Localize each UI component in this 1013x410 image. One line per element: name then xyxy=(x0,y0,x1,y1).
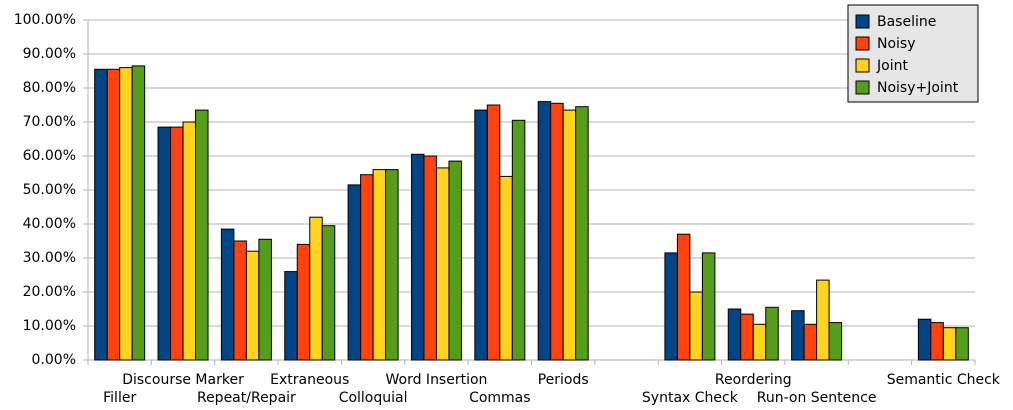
y-tick-label: 70.00% xyxy=(23,114,76,130)
bar xyxy=(955,327,969,361)
bar xyxy=(233,240,247,361)
y-tick-label: 80.00% xyxy=(23,80,76,96)
x-tick-label: Word Insertion xyxy=(386,372,488,388)
bar xyxy=(676,233,691,361)
bar xyxy=(423,155,437,361)
y-tick-label: 0.00% xyxy=(32,352,76,368)
bar xyxy=(258,238,272,361)
bar xyxy=(511,119,526,361)
y-tick-label: 50.00% xyxy=(23,182,76,198)
bar xyxy=(296,243,311,361)
x-tick-label: Commas xyxy=(469,390,531,406)
bar xyxy=(106,68,121,361)
bar xyxy=(550,102,564,361)
bar xyxy=(182,121,197,361)
y-tick-label: 10.00% xyxy=(23,318,76,334)
y-tick-label: 90.00% xyxy=(23,46,76,62)
bar xyxy=(448,160,462,361)
bar xyxy=(740,313,754,361)
bar xyxy=(131,65,146,361)
bar xyxy=(664,252,678,361)
bar xyxy=(537,101,552,361)
x-tick-label: Colloquial xyxy=(339,390,408,406)
legend-label: Baseline xyxy=(877,14,936,30)
legend-label: Noisy+Joint xyxy=(877,80,959,96)
bar xyxy=(385,169,399,361)
legend-swatch xyxy=(855,36,870,51)
bar xyxy=(930,322,944,361)
bar xyxy=(828,322,843,361)
legend-swatch xyxy=(855,14,870,29)
x-tick-label: Discourse Marker xyxy=(122,372,244,388)
bar xyxy=(816,279,830,361)
legend-label: Joint xyxy=(876,58,908,74)
legend-box xyxy=(847,4,979,103)
bar xyxy=(727,308,742,361)
bar xyxy=(347,184,362,361)
x-tick-label: Syntax Check xyxy=(642,390,739,406)
bar xyxy=(360,174,374,361)
bar xyxy=(765,306,779,361)
x-tick-label: Periods xyxy=(538,372,589,388)
y-tick-label: 30.00% xyxy=(23,250,76,266)
y-tick-label: 40.00% xyxy=(23,216,76,232)
bar xyxy=(245,250,260,361)
bar xyxy=(321,225,336,361)
bar xyxy=(284,271,298,361)
bar xyxy=(119,67,133,361)
bar xyxy=(689,291,703,361)
legend-swatch xyxy=(855,80,870,95)
bar xyxy=(486,104,501,361)
x-tick-label: Filler xyxy=(103,390,136,406)
x-tick-label: Run-on Sentence xyxy=(757,390,877,406)
bar xyxy=(309,216,323,361)
bar xyxy=(435,167,450,361)
x-tick-label: Reordering xyxy=(715,372,792,388)
y-tick-label: 100.00% xyxy=(14,12,76,28)
bar xyxy=(474,109,488,361)
bar xyxy=(195,109,209,361)
bar xyxy=(791,310,805,361)
bar xyxy=(752,323,767,361)
bar xyxy=(803,323,818,361)
bar xyxy=(410,153,425,361)
bar xyxy=(701,252,716,361)
bar xyxy=(575,106,589,361)
bar xyxy=(157,126,172,361)
bar xyxy=(917,318,932,361)
y-tick-label: 20.00% xyxy=(23,284,76,300)
bar xyxy=(94,68,108,361)
bar xyxy=(499,175,513,361)
x-tick-label: Semantic Check xyxy=(887,372,1001,388)
bar xyxy=(372,169,387,361)
y-tick-label: 60.00% xyxy=(23,148,76,164)
bar xyxy=(220,228,235,361)
bar xyxy=(562,109,577,361)
x-tick-label: Repeat/Repair xyxy=(197,390,296,406)
bar xyxy=(170,126,184,361)
x-tick-label: Extraneous xyxy=(270,372,349,388)
bar xyxy=(942,327,957,361)
legend-swatch xyxy=(855,58,870,73)
legend-label: Noisy xyxy=(877,36,916,52)
